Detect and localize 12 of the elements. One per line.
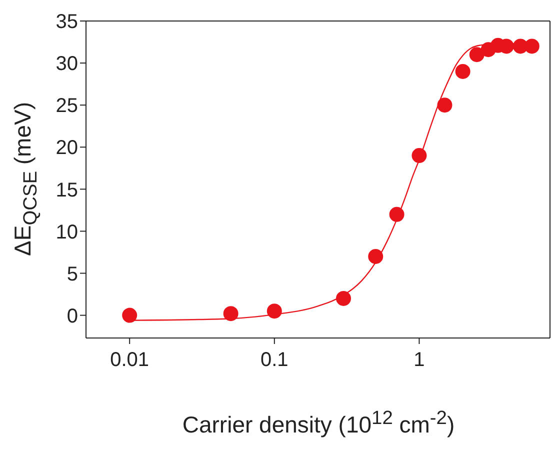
y-tick-label: 35 [56,11,78,34]
x-tick-label: 0.01 [110,349,150,372]
x-tick-label: 1 [414,349,425,372]
y-tick-label: 20 [56,137,78,160]
x-axis-title: Carrier density (10$^{12}$ cm$^{-2}$) [181,408,456,439]
y-tick-label: 5 [66,263,78,286]
x-tick-label: 0.1 [260,349,288,372]
y-tick-label: 25 [56,95,78,118]
y-tick-label: 15 [56,179,78,202]
y-tick-label: 0 [66,305,78,328]
y-tick-label: 10 [56,221,78,244]
y-tick-label: 30 [56,53,78,76]
